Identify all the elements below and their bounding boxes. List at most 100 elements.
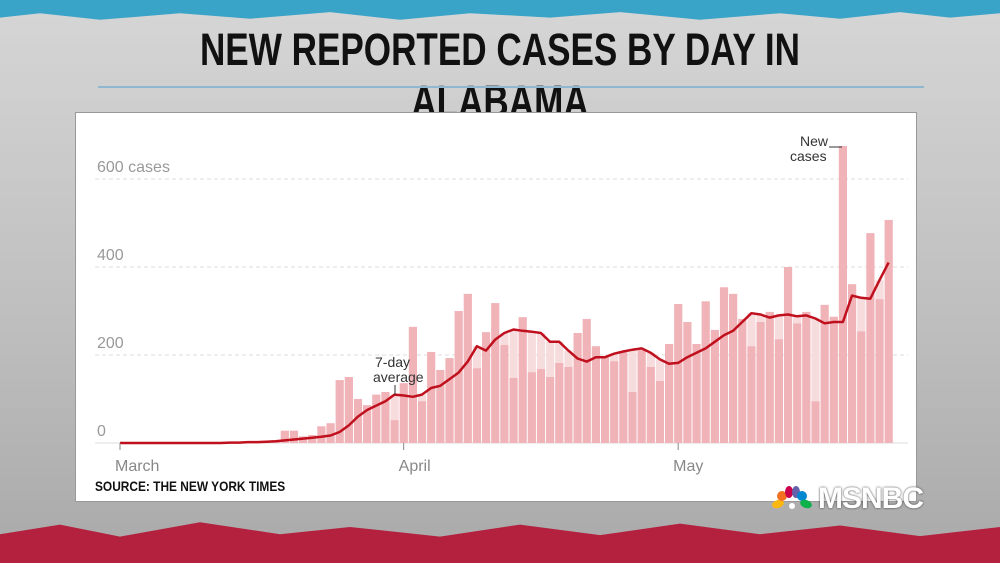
peacock-icon [772,486,812,509]
x-tick-label: April [399,458,431,475]
bar [628,391,637,443]
bar [710,329,719,443]
average-annotation: average [373,369,424,385]
y-tick-label: 600 cases [97,159,170,176]
bar [619,351,628,443]
bar-gap [472,346,482,369]
title-rule [98,86,924,88]
bar [500,344,509,443]
bar [472,368,482,443]
bar [738,318,747,443]
bar [866,233,875,443]
new-cases-annotation: cases [790,148,827,164]
bar [674,303,683,443]
bar [729,293,738,443]
bar [637,350,646,443]
bar [326,423,335,443]
average-annotation: 7-day [375,354,410,370]
bar-gap [536,333,546,370]
bar [600,357,610,443]
bar [875,299,884,443]
bar [427,351,436,443]
bar [591,346,600,443]
bar [820,304,829,443]
bar [756,322,765,443]
bar [811,401,820,443]
bar [399,383,408,443]
bar [829,316,838,443]
bar [317,426,326,443]
bar-gap [500,333,509,345]
bar-gap [857,297,866,332]
bar-gap [527,331,536,373]
new-cases-annotation: New [800,133,829,149]
bar-gap [646,352,655,367]
bar [802,311,811,443]
bar-gap [555,341,564,363]
bar [610,361,619,443]
source-label: SOURCE: THE NEW YORK TIMES [95,478,286,494]
bar-gap [417,394,427,402]
bar-gap [793,316,802,324]
x-tick-label: May [673,458,703,475]
bar [363,405,372,443]
bar [838,146,848,443]
bar [280,430,289,443]
y-tick-label: 400 [97,247,124,264]
top-torn-strip [0,0,1000,20]
bar [564,366,573,443]
bar [436,369,445,443]
bar [555,362,564,443]
bar [573,333,582,443]
bar-gap [655,359,665,381]
bar-gap [875,280,884,300]
bar-gap [509,329,518,378]
bar [408,326,417,443]
logo-text: MSNBC [818,482,924,515]
msnbc-logo: MSNBC [770,482,924,516]
bar [308,435,317,443]
bar [683,322,692,443]
bar-gap [564,350,573,367]
bar [546,377,555,443]
bar [527,372,536,443]
bar [289,430,299,443]
bar-gap [390,394,399,421]
bar [646,366,655,443]
bar [665,344,674,443]
bar [582,318,591,443]
y-tick-label: 0 [97,423,106,440]
bar [509,377,518,443]
bar [518,317,527,443]
bar-gap [756,314,765,322]
bar [719,287,729,443]
bar [463,293,472,443]
bar [793,323,802,443]
bar [701,301,710,443]
bar [344,377,353,443]
bar [482,332,491,443]
bar [372,394,381,443]
bar [491,303,500,443]
bar-gap [628,349,637,392]
bottom-torn-strip [0,522,1000,563]
bar [774,339,783,443]
bar [747,346,756,443]
bar [454,311,463,443]
bar [848,284,857,443]
bar [335,380,344,443]
bar [783,267,793,443]
x-tick-label: March [115,458,159,475]
bar [353,399,363,443]
bar [381,391,390,443]
bar [655,380,665,443]
bar [536,369,546,443]
bar [390,420,399,443]
bar-gap [610,353,619,362]
bar [692,344,701,443]
bar-gap [546,341,555,377]
bar-gap [747,313,756,347]
bar [417,401,427,443]
average-line [120,262,890,445]
bar [445,358,454,443]
